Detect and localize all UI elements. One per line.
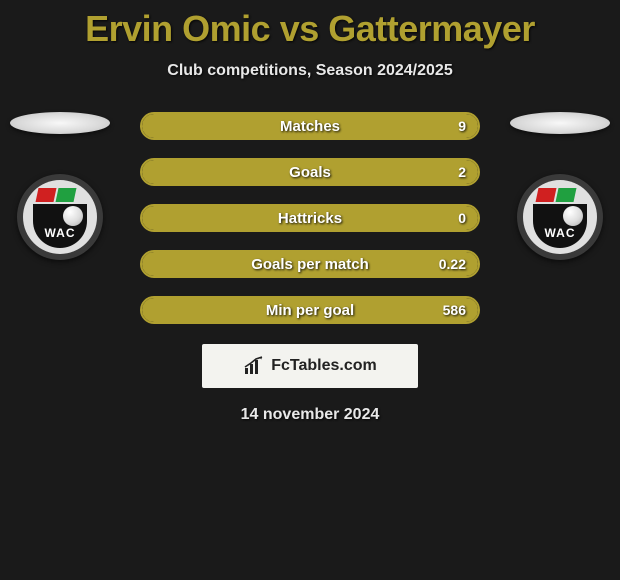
- stat-value: 586: [443, 298, 466, 322]
- right-player-column: WAC: [510, 112, 610, 260]
- player-placeholder-right: [510, 112, 610, 134]
- left-player-column: WAC: [10, 112, 110, 260]
- stat-label: Goals: [142, 160, 478, 184]
- attribution-badge: FcTables.com: [202, 344, 418, 388]
- stat-label: Hattricks: [142, 206, 478, 230]
- stat-row-hattricks: Hattricks 0: [140, 204, 480, 232]
- stat-label: Goals per match: [142, 252, 478, 276]
- stat-value: 9: [458, 114, 466, 138]
- stat-label: Matches: [142, 114, 478, 138]
- stat-row-matches: Matches 9: [140, 112, 480, 140]
- stat-value: 0.22: [439, 252, 466, 276]
- stat-value: 2: [458, 160, 466, 184]
- stats-area: WAC Matches 9 Goals 2 Hattricks 0 Goals …: [0, 112, 620, 324]
- stat-value: 0: [458, 206, 466, 230]
- club-abbr-left: WAC: [23, 226, 97, 240]
- date-text: 14 november 2024: [0, 406, 620, 424]
- chart-icon: [243, 356, 265, 376]
- stat-label: Min per goal: [142, 298, 478, 322]
- club-badge-right: WAC: [517, 174, 603, 260]
- club-badge-left: WAC: [17, 174, 103, 260]
- stat-row-goals: Goals 2: [140, 158, 480, 186]
- subtitle: Club competitions, Season 2024/2025: [0, 62, 620, 80]
- player-placeholder-left: [10, 112, 110, 134]
- stat-row-min-per-goal: Min per goal 586: [140, 296, 480, 324]
- club-abbr-right: WAC: [523, 226, 597, 240]
- stat-row-goals-per-match: Goals per match 0.22: [140, 250, 480, 278]
- attribution-text: FcTables.com: [271, 357, 377, 375]
- page-title: Ervin Omic vs Gattermayer: [0, 0, 620, 50]
- stat-bars: Matches 9 Goals 2 Hattricks 0 Goals per …: [140, 112, 480, 324]
